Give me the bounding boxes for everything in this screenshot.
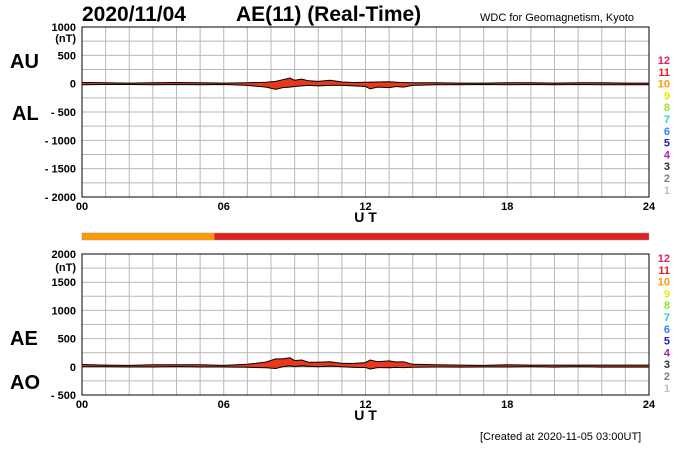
- station-legend-label: 12: [658, 55, 670, 67]
- station-legend-label: 2: [664, 173, 670, 185]
- y-tick-label: - 2000: [45, 192, 76, 204]
- al-label: AL: [12, 103, 39, 125]
- x-tick-label: 18: [501, 399, 513, 411]
- station-legend-label: 6: [664, 126, 670, 138]
- station-legend-label: 7: [664, 312, 670, 324]
- y-unit-label: (nT): [55, 262, 76, 274]
- series-line-2: [82, 365, 649, 370]
- x-tick-label: 12: [359, 201, 371, 213]
- station-strip-segment: [82, 233, 215, 240]
- y-tick-label: 0: [70, 362, 76, 374]
- station-legend-label: 1: [664, 185, 670, 197]
- station-legend-label: 2: [664, 371, 670, 383]
- x-tick-label: 12: [359, 399, 371, 411]
- y-tick-label: 500: [58, 334, 76, 346]
- station-strip-segment: [214, 233, 650, 240]
- station-legend-label: 9: [664, 288, 670, 300]
- station-legend-label: 8: [664, 102, 670, 114]
- series-fill-area: [82, 357, 649, 370]
- station-legend-label: 5: [664, 138, 670, 150]
- station-legend-label: 8: [664, 300, 670, 312]
- station-legend-label: 9: [664, 90, 670, 102]
- created-timestamp: [Created at 2020-11-05 03:00UT]: [480, 431, 642, 443]
- station-legend-label: 7: [664, 114, 670, 126]
- station-legend-label: 6: [664, 324, 670, 336]
- x-tick-label: 18: [501, 201, 513, 213]
- plot-frame: [81, 253, 650, 396]
- x-tick-label: 06: [218, 201, 230, 213]
- y-tick-label: - 500: [51, 107, 76, 119]
- station-legend-label: 1: [664, 383, 670, 395]
- y-tick-label: 1000: [52, 22, 76, 34]
- y-tick-label: - 500: [51, 390, 76, 402]
- series-line-1: [81, 357, 649, 366]
- ao-label: AO: [10, 372, 40, 394]
- series-line-2: [81, 83, 649, 90]
- station-legend-label: 10: [658, 79, 670, 91]
- station-legend-label: 12: [658, 253, 670, 265]
- x-tick-label: 00: [76, 399, 88, 411]
- y-tick-label: 500: [58, 50, 76, 62]
- plot-frame: [81, 26, 650, 198]
- station-legend-label: 3: [664, 161, 670, 173]
- x-axis-label: U T: [354, 209, 377, 225]
- x-tick-label: 06: [218, 399, 230, 411]
- station-strip-frame: [81, 232, 650, 241]
- panel-2: [81, 253, 650, 396]
- y-tick-label: - 1500: [45, 164, 76, 176]
- y-tick-label: 2000: [52, 249, 76, 261]
- x-tick-label: 24: [643, 399, 656, 411]
- station-legend-label: 4: [664, 149, 671, 161]
- series-fill-area: [82, 78, 649, 90]
- chart-date: 2020/11/04: [82, 3, 186, 26]
- y-unit-label: (nT): [55, 33, 76, 45]
- station-legend-label: 3: [664, 359, 670, 371]
- y-tick-label: 1500: [52, 277, 76, 289]
- station-legend-label: 11: [658, 67, 670, 79]
- x-tick-label: 00: [76, 201, 88, 213]
- series-line-1: [81, 77, 649, 84]
- station-legend-label: 11: [658, 265, 670, 277]
- panel-1: [81, 26, 650, 198]
- chart-title: AE(11) (Real-Time): [236, 3, 422, 26]
- station-legend-label: 10: [658, 277, 670, 289]
- y-tick-label: 1000: [52, 305, 76, 317]
- data-source: WDC for Geomagnetism, Kyoto: [480, 12, 635, 24]
- y-tick-label: 0: [70, 79, 76, 91]
- x-tick-label: 24: [643, 201, 656, 213]
- au-label: AU: [10, 51, 39, 73]
- x-axis-label: U T: [354, 407, 377, 423]
- y-tick-label: - 1000: [45, 135, 76, 147]
- ae-label: AE: [10, 328, 38, 350]
- station-legend-label: 4: [664, 347, 671, 359]
- station-legend-label: 5: [664, 336, 670, 348]
